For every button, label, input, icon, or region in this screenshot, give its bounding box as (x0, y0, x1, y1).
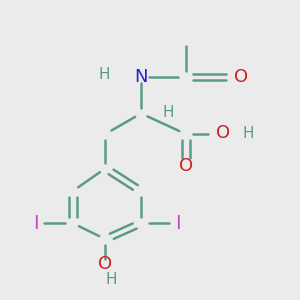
Text: O: O (178, 157, 193, 175)
Text: O: O (234, 68, 248, 86)
Text: I: I (33, 214, 38, 233)
Text: N: N (134, 68, 148, 86)
Text: H: H (98, 67, 110, 82)
Text: O: O (216, 124, 230, 142)
Text: O: O (98, 255, 112, 273)
Text: H: H (242, 127, 254, 142)
Text: I: I (176, 214, 181, 233)
Text: H: H (106, 272, 117, 287)
Text: H: H (162, 105, 174, 120)
